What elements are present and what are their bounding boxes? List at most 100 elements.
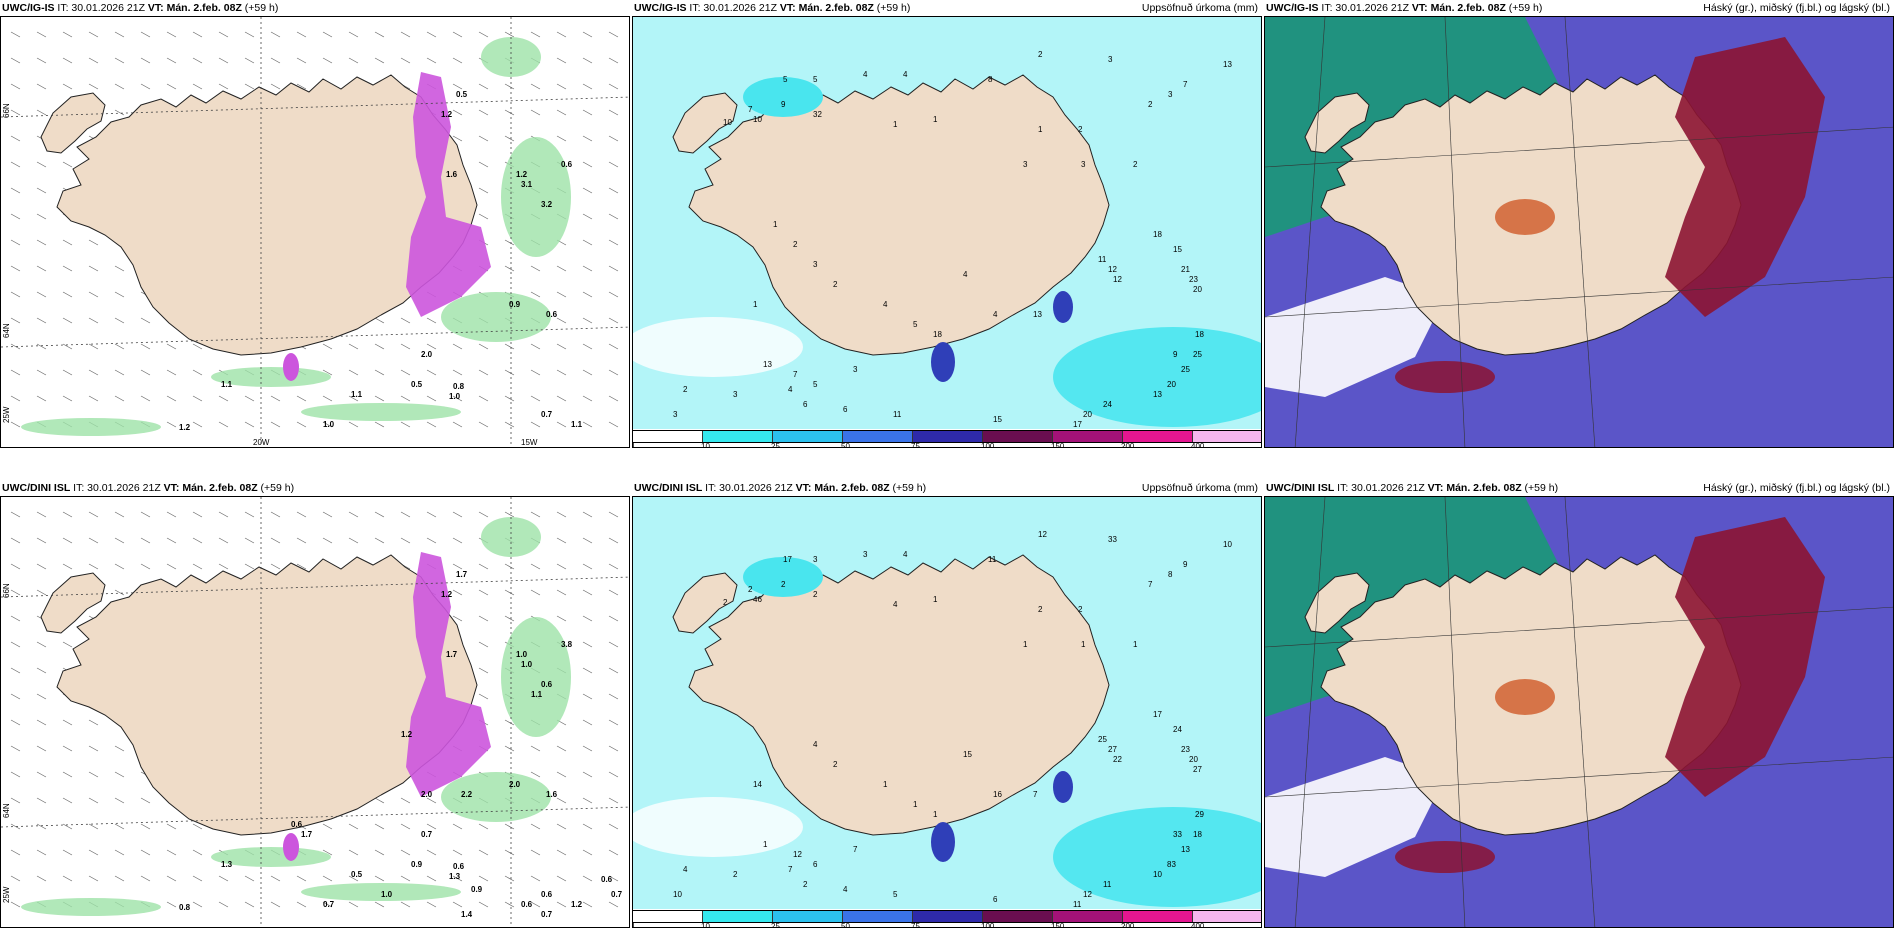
wind-barb	[374, 901, 385, 908]
mid-cloud-area	[1665, 517, 1825, 797]
valid-time: VT: Mán. 2.feb. 08Z	[795, 482, 890, 494]
value-label: 3	[813, 260, 818, 269]
wind-barb	[36, 265, 47, 272]
mid-cloud-area	[1395, 841, 1495, 873]
wind-barb	[608, 511, 619, 518]
wind-barb	[504, 395, 515, 402]
value-label: 2	[723, 598, 728, 607]
graticule	[1265, 606, 1893, 648]
map-dini-precip[interactable]: 1.7 1.2 1.7 3.8 1.3 0.5 0.7 0.6 0.9 1.3 2.0 1.6 0.7 0…	[0, 496, 630, 928]
map-ig-precip[interactable]: 0.5 1.2 1.6 0.6 1.1 1.1 1.0 0.8 0.5 1.0 0.9 0.6 2.0 1…	[0, 16, 630, 448]
wind-barb	[426, 57, 437, 64]
value-label: 3	[1168, 90, 1173, 99]
wind-barb	[582, 875, 593, 882]
wind-barb	[140, 369, 151, 376]
map-dini-accum[interactable]: 3431117123346222241221111415167789101117…	[632, 496, 1262, 928]
colorbar-tick: 100	[981, 442, 995, 448]
value-label: 2	[733, 870, 738, 879]
value-label: 0.6	[291, 820, 303, 829]
wind-barb	[556, 317, 567, 324]
value-label: 0.7	[323, 900, 335, 909]
wind-barb	[504, 31, 515, 38]
value-label: 3.8	[561, 640, 573, 649]
wind-barb	[88, 719, 99, 726]
wind-barb	[426, 317, 437, 324]
colorbar-tick: 400	[1191, 922, 1205, 928]
wind-barb	[348, 901, 359, 908]
wind-barb	[36, 109, 47, 116]
value-label: 29	[1195, 810, 1204, 819]
map-ig-cloud[interactable]	[1264, 16, 1894, 448]
lat-label: 64N	[2, 323, 11, 338]
value-label: 10	[723, 118, 732, 127]
wind-barb	[400, 395, 411, 402]
wind-barb	[530, 823, 541, 830]
value-label: 4	[903, 550, 908, 559]
wind-barb	[192, 849, 203, 856]
init-time: IT: 30.01.2026 21Z	[689, 2, 777, 14]
wind-barb	[374, 317, 385, 324]
map-ig-accum[interactable]: 4458523109710321112332144132371316181521…	[632, 16, 1262, 448]
wind-barb	[192, 31, 203, 38]
graticule	[1564, 17, 1596, 447]
wind-barb	[36, 31, 47, 38]
wind-barb	[140, 83, 151, 90]
wind-barb	[556, 745, 567, 752]
wind-barb	[114, 771, 125, 778]
wind-barb	[582, 615, 593, 622]
wind-barb	[348, 421, 359, 428]
wind-barb	[166, 395, 177, 402]
wind-barb	[530, 369, 541, 376]
wind-barb	[400, 797, 411, 804]
wind-barb	[244, 511, 255, 518]
value-label: 2	[833, 760, 838, 769]
wind-barb	[400, 421, 411, 428]
wind-barb	[322, 395, 333, 402]
wind-barb	[62, 823, 73, 830]
wind-barb	[452, 395, 463, 402]
panel-field-title: Uppsöfnuð úrkoma (mm)	[1141, 482, 1258, 494]
value-label: 0.6	[546, 310, 558, 319]
lat-label: 25W	[2, 406, 11, 423]
wind-barb	[62, 291, 73, 298]
wind-barb	[452, 83, 463, 90]
dry-area	[633, 317, 803, 377]
graticule	[1, 576, 629, 598]
map-dini-cloud[interactable]	[1264, 496, 1894, 928]
panel-dini-accum: UWC/DINI ISL IT: 30.01.2026 21Z VT: Mán.…	[632, 480, 1262, 928]
wind-barb	[10, 537, 21, 544]
wind-barb	[556, 83, 567, 90]
wind-barb	[400, 823, 411, 830]
wind-barb	[36, 369, 47, 376]
value-label: 6	[843, 405, 848, 414]
wind-barb	[478, 161, 489, 168]
wind-barb	[582, 823, 593, 830]
wind-barb	[530, 849, 541, 856]
panel-ig-accum: UWC/IG-IS IT: 30.01.2026 21Z VT: Mán. 2.…	[632, 0, 1262, 448]
value-label: 1.1	[531, 690, 543, 699]
wind-barb	[556, 109, 567, 116]
wind-barb	[478, 589, 489, 596]
wind-barb	[582, 135, 593, 142]
wind-barb	[374, 421, 385, 428]
lead-time: (+59 h)	[260, 482, 295, 494]
heavy-precip-area	[406, 552, 491, 797]
value-label: 0.6	[601, 875, 613, 884]
colorbar-tick: 200	[1121, 442, 1135, 448]
wind-barb	[296, 31, 307, 38]
value-label: 1.2	[441, 590, 453, 599]
wind-barb	[582, 849, 593, 856]
value-label: 0.9	[509, 300, 521, 309]
graticule	[1444, 17, 1466, 447]
max-precip-core	[1053, 771, 1073, 803]
lead-time: (+59 h)	[876, 2, 911, 14]
precip-area	[21, 898, 161, 916]
wind-barb	[322, 421, 333, 428]
precip-area	[501, 617, 571, 737]
wind-barb	[556, 797, 567, 804]
colorbar-swatch	[773, 431, 843, 442]
precip-area	[211, 367, 331, 387]
value-label: 1.2	[441, 110, 453, 119]
value-label: 2	[1078, 125, 1083, 134]
wind-barb	[88, 369, 99, 376]
